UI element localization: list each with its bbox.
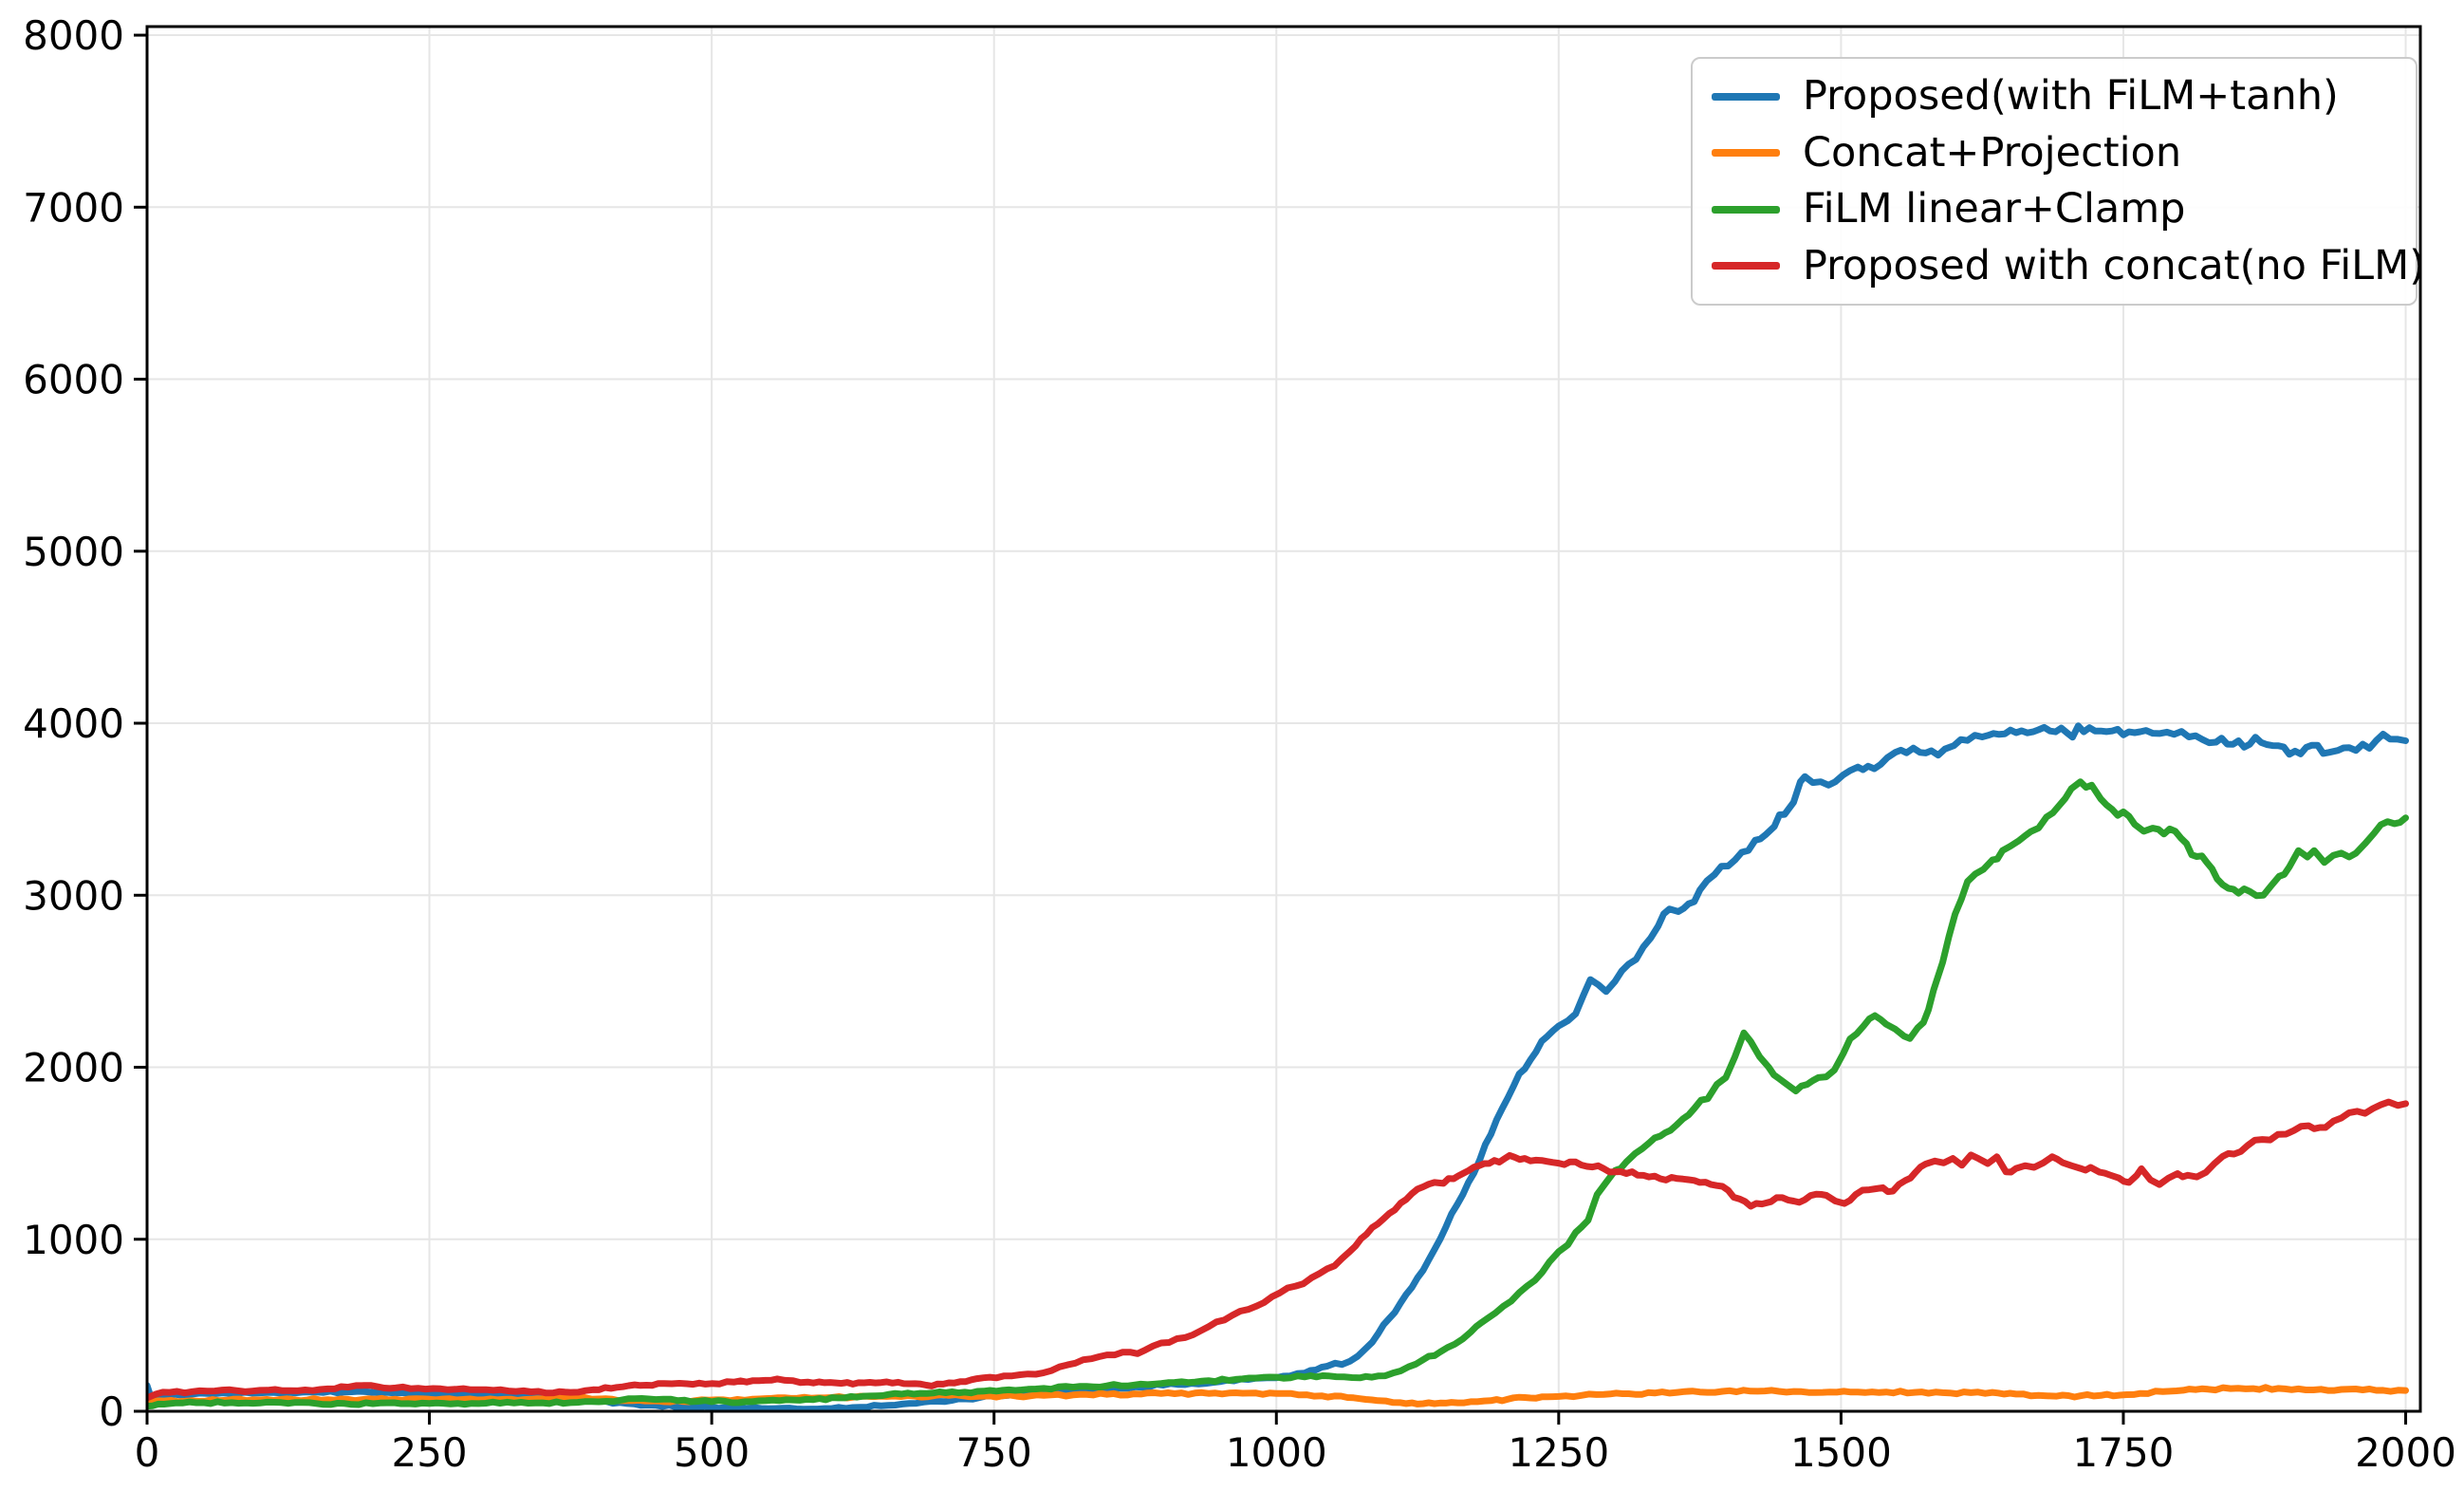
x-tick-label: 250 <box>391 1429 467 1476</box>
legend-label: Concat+Projection <box>1803 128 2182 177</box>
legend-item: Proposed(with FiLM+tanh) <box>1698 76 2410 117</box>
series-line-3 <box>147 1098 2409 1402</box>
legend-swatch-icon <box>1712 149 1780 158</box>
legend-box: Proposed(with FiLM+tanh) Concat+Projectio… <box>1691 57 2425 306</box>
series-line-2 <box>147 778 2409 1410</box>
legend-swatch-icon <box>1712 205 1780 214</box>
x-tick-label: 1750 <box>2073 1429 2175 1476</box>
y-tick-label: 7000 <box>23 184 124 231</box>
x-tick-label: 750 <box>956 1429 1032 1476</box>
legend-label: Proposed(with FiLM+tanh) <box>1803 72 2339 121</box>
axis-ticks: 0 250 500 750 1000 1250 1500 1750 2000 0 1000 2000 3… <box>23 12 2456 1476</box>
y-tick-label: 4000 <box>23 700 124 747</box>
legend-swatch-icon <box>1712 262 1780 270</box>
y-tick-label: 3000 <box>23 872 124 919</box>
y-tick-label: 6000 <box>23 357 124 403</box>
x-tick-label: 1250 <box>1508 1429 1609 1476</box>
x-tick-label: 2000 <box>2355 1429 2456 1476</box>
x-tick-label: 1000 <box>1226 1429 1327 1476</box>
legend-label: Proposed with concat(no FiLM) <box>1803 241 2425 289</box>
legend-item: Proposed with concat(no FiLM) <box>1698 245 2425 287</box>
legend-item: Concat+Projection <box>1698 128 2410 177</box>
y-tick-label: 5000 <box>23 529 124 575</box>
axes-spines <box>145 25 2422 1413</box>
y-tick-label: 8000 <box>23 12 124 59</box>
legend-item: FiLM linear+Clamp <box>1698 189 2410 230</box>
x-tick-label: 1500 <box>1790 1429 1892 1476</box>
x-tick-label: 0 <box>135 1429 160 1476</box>
y-tick-label: 0 <box>99 1388 124 1435</box>
legend-label: FiLM linear+Clamp <box>1803 185 2186 233</box>
x-tick-label: 500 <box>674 1429 750 1476</box>
y-tick-label: 2000 <box>23 1045 124 1091</box>
y-tick-label: 1000 <box>23 1217 124 1263</box>
legend-swatch-icon <box>1712 92 1780 101</box>
